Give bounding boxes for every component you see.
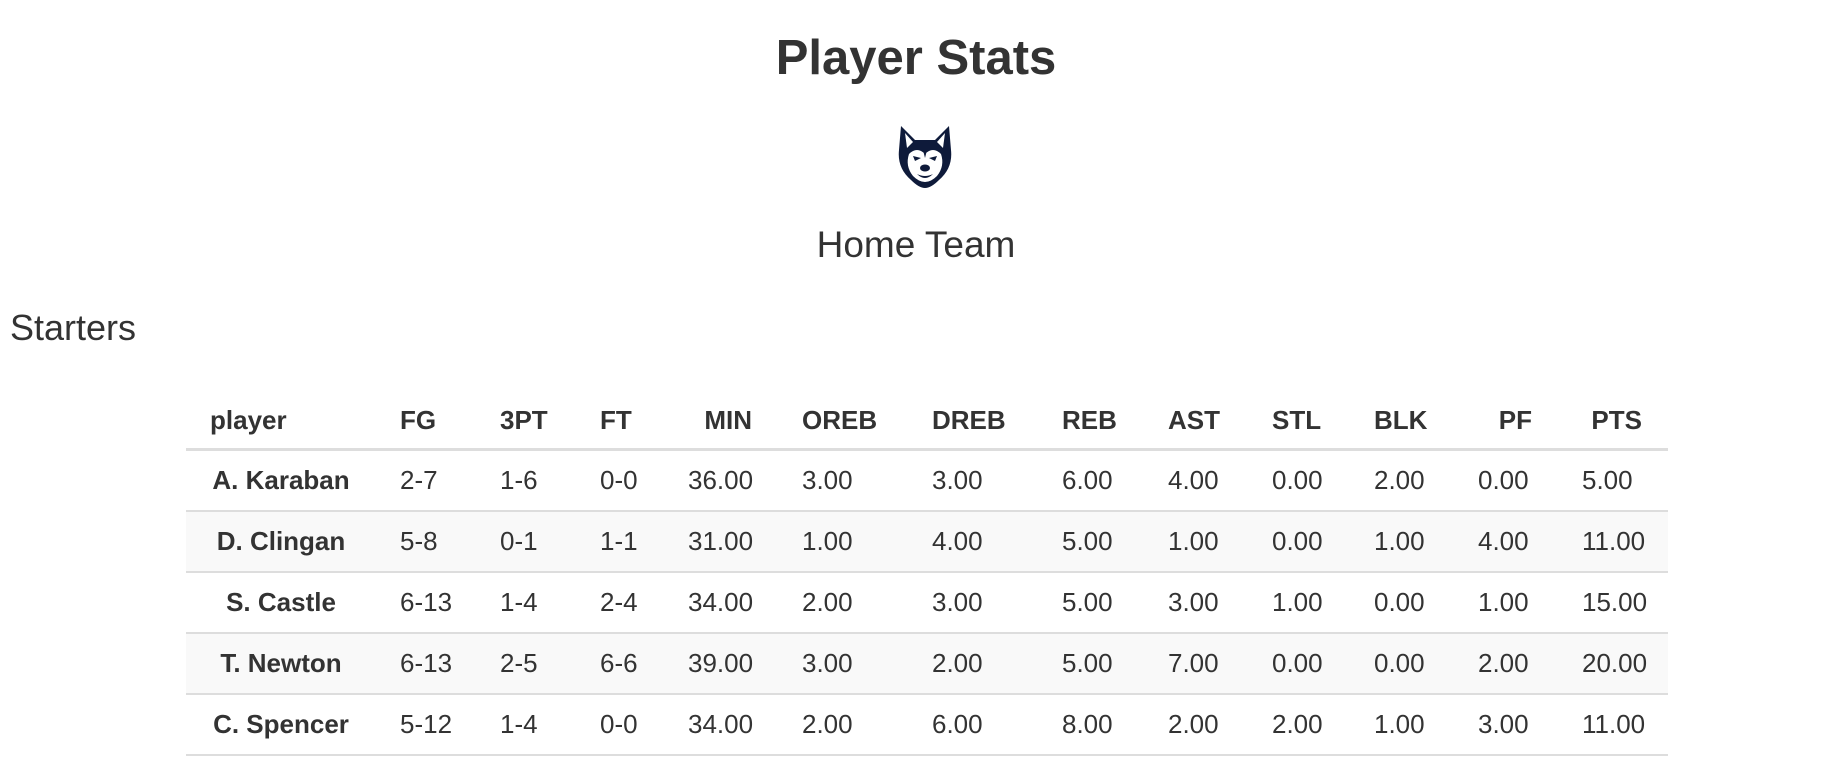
- column-header-oreb: OREB: [778, 392, 908, 451]
- stat-cell: 2-7: [376, 449, 476, 512]
- stat-cell: 0.00: [1248, 511, 1350, 573]
- stat-cell: 2.00: [1248, 694, 1350, 756]
- stat-cell: 3.00: [908, 449, 1038, 512]
- column-header-fg: FG: [376, 392, 476, 451]
- stat-cell: 11.00: [1558, 511, 1668, 573]
- column-header-pf: PF: [1454, 392, 1558, 451]
- stat-cell: 2-5: [476, 633, 576, 695]
- column-header-blk: BLK: [1350, 392, 1454, 451]
- stat-cell: 0.00: [1350, 633, 1454, 695]
- stat-cell: 6-13: [376, 633, 476, 695]
- stat-cell: 31.00: [664, 511, 778, 573]
- stat-cell: 2.00: [1454, 633, 1558, 695]
- column-header-dreb: DREB: [908, 392, 1038, 451]
- page-title: Player Stats: [775, 31, 1057, 85]
- stat-cell: 2.00: [778, 572, 908, 634]
- stat-cell: 5.00: [1038, 511, 1144, 573]
- stat-cell: 1.00: [1248, 572, 1350, 634]
- stat-cell: 39.00: [664, 633, 778, 695]
- stat-cell: 0.00: [1248, 449, 1350, 512]
- stat-cell: 2.00: [778, 694, 908, 756]
- stat-cell: 1.00: [1350, 694, 1454, 756]
- stat-cell: 5.00: [1558, 449, 1668, 512]
- player-name-cell: S. Castle: [186, 572, 376, 634]
- stat-cell: 15.00: [1558, 572, 1668, 634]
- stat-cell: 1.00: [778, 511, 908, 573]
- stat-cell: 2.00: [908, 633, 1038, 695]
- stat-cell: 36.00: [664, 449, 778, 512]
- player-stats-table: player FG 3PT FT MIN OREB DREB REB AST S…: [186, 392, 1668, 756]
- stat-cell: 2.00: [1144, 694, 1248, 756]
- stat-cell: 6.00: [908, 694, 1038, 756]
- stat-cell: 0-0: [576, 449, 664, 512]
- stat-cell: 1.00: [1144, 511, 1248, 573]
- stat-cell: 1-6: [476, 449, 576, 512]
- stat-cell: 1-4: [476, 572, 576, 634]
- stat-cell: 3.00: [908, 572, 1038, 634]
- stat-cell: 0-0: [576, 694, 664, 756]
- column-header-reb: REB: [1038, 392, 1144, 451]
- column-header-min: MIN: [664, 392, 778, 451]
- stat-cell: 1.00: [1350, 511, 1454, 573]
- stat-cell: 7.00: [1144, 633, 1248, 695]
- stat-cell: 6.00: [1038, 449, 1144, 512]
- stat-cell: 5-8: [376, 511, 476, 573]
- stat-cell: 6-13: [376, 572, 476, 634]
- table-row: S. Castle 6-13 1-4 2-4 34.00 2.00 3.00 5…: [186, 572, 1668, 634]
- table-row: D. Clingan 5-8 0-1 1-1 31.00 1.00 4.00 5…: [186, 511, 1668, 573]
- table-row: T. Newton 6-13 2-5 6-6 39.00 3.00 2.00 5…: [186, 633, 1668, 695]
- stat-cell: 34.00: [664, 694, 778, 756]
- stat-cell: 4.00: [1454, 511, 1558, 573]
- stat-cell: 3.00: [778, 633, 908, 695]
- stat-cell: 3.00: [778, 449, 908, 512]
- stat-cell: 5.00: [1038, 633, 1144, 695]
- player-name-cell: C. Spencer: [186, 694, 376, 756]
- stat-cell: 1-4: [476, 694, 576, 756]
- stat-cell: 2.00: [1350, 449, 1454, 512]
- stat-cell: 20.00: [1558, 633, 1668, 695]
- player-name-cell: A. Karaban: [186, 449, 376, 512]
- stat-cell: 8.00: [1038, 694, 1144, 756]
- column-header-pts: PTS: [1558, 392, 1668, 451]
- stat-cell: 2-4: [576, 572, 664, 634]
- column-header-ast: AST: [1144, 392, 1248, 451]
- column-header-ft: FT: [576, 392, 664, 451]
- player-name-cell: T. Newton: [186, 633, 376, 695]
- stat-cell: 3.00: [1454, 694, 1558, 756]
- stat-cell: 1.00: [1454, 572, 1558, 634]
- column-header-stl: STL: [1248, 392, 1350, 451]
- stat-cell: 34.00: [664, 572, 778, 634]
- stat-cell: 11.00: [1558, 694, 1668, 756]
- stat-cell: 5.00: [1038, 572, 1144, 634]
- stat-cell: 4.00: [1144, 449, 1248, 512]
- table-row: C. Spencer 5-12 1-4 0-0 34.00 2.00 6.00 …: [186, 694, 1668, 756]
- stat-cell: 1-1: [576, 511, 664, 573]
- stat-cell: 0-1: [476, 511, 576, 573]
- section-title-starters: Starters: [10, 307, 137, 348]
- stat-cell: 0.00: [1454, 449, 1558, 512]
- stat-cell: 0.00: [1248, 633, 1350, 695]
- stat-cell: 4.00: [908, 511, 1038, 573]
- table-header-row: player FG 3PT FT MIN OREB DREB REB AST S…: [186, 392, 1668, 451]
- column-header-3pt: 3PT: [476, 392, 576, 451]
- table-row: A. Karaban 2-7 1-6 0-0 36.00 3.00 3.00 6…: [186, 449, 1668, 512]
- player-name-cell: D. Clingan: [186, 511, 376, 573]
- husky-logo-icon: [895, 124, 955, 190]
- stat-cell: 5-12: [376, 694, 476, 756]
- stat-cell: 3.00: [1144, 572, 1248, 634]
- team-name: Home Team: [816, 224, 1016, 265]
- stat-cell: 0.00: [1350, 572, 1454, 634]
- column-header-player: player: [186, 392, 376, 451]
- stat-cell: 6-6: [576, 633, 664, 695]
